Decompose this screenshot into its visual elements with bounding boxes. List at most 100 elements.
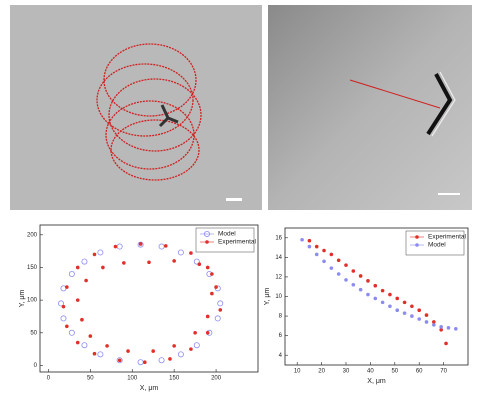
marker	[308, 239, 312, 243]
marker	[76, 341, 80, 345]
marker	[425, 313, 429, 317]
marker	[122, 261, 126, 265]
micrograph-left	[10, 5, 262, 210]
marker	[359, 288, 363, 292]
x-tick-label: 40	[367, 369, 374, 375]
marker	[308, 245, 312, 249]
marker	[337, 272, 341, 276]
marker	[300, 238, 304, 242]
marker	[168, 357, 172, 361]
marker	[189, 347, 193, 351]
marker	[206, 331, 210, 335]
marker	[403, 311, 407, 315]
marker	[164, 244, 168, 248]
legend-marker	[415, 235, 419, 239]
marker	[322, 259, 326, 263]
marker	[322, 249, 326, 253]
marker	[417, 308, 421, 312]
x-tick-label: 150	[169, 376, 180, 382]
marker	[454, 327, 458, 331]
marker	[395, 308, 399, 312]
marker	[210, 292, 214, 296]
x-axis-title: X, μm	[140, 385, 159, 392]
legend-label: Experimental	[218, 239, 256, 246]
marker	[151, 349, 155, 353]
marker	[344, 278, 348, 282]
marker	[101, 266, 105, 270]
marker	[315, 253, 319, 257]
x-axis-title: X, μm	[367, 378, 386, 385]
marker	[403, 301, 407, 305]
y-tick-label: 50	[30, 330, 37, 336]
marker	[444, 342, 448, 346]
marker	[417, 317, 421, 321]
x-tick-label: 20	[318, 369, 325, 375]
marker	[114, 245, 118, 249]
marker	[93, 352, 97, 356]
figure: 050100150200050100150200X, μmY, μmModelE…	[0, 0, 478, 410]
marker	[76, 266, 80, 270]
marker	[373, 297, 377, 301]
marker	[344, 263, 348, 267]
marker	[366, 293, 370, 297]
x-tick-label: 60	[416, 369, 423, 375]
legend-marker	[415, 243, 419, 247]
marker	[172, 344, 176, 348]
x-tick-label: 50	[87, 376, 94, 382]
marker	[62, 305, 66, 309]
marker	[84, 279, 88, 283]
marker	[410, 304, 414, 308]
marker	[330, 266, 334, 270]
x-tick-label: 30	[343, 369, 350, 375]
marker	[366, 279, 370, 283]
legend-label: Model	[218, 231, 236, 238]
marker	[381, 301, 385, 305]
marker	[337, 258, 341, 262]
marker	[373, 284, 377, 288]
y-axis-title: Y, μm	[264, 288, 271, 306]
marker	[65, 285, 69, 289]
marker	[388, 293, 392, 297]
y-tick-label: 10	[275, 294, 282, 300]
legend-marker	[205, 240, 209, 244]
marker	[93, 253, 97, 257]
marker	[126, 349, 130, 353]
x-tick-label: 10	[294, 369, 301, 375]
marker	[395, 297, 399, 301]
marker	[388, 304, 392, 308]
y-tick-label: 150	[27, 265, 38, 271]
marker	[218, 308, 222, 312]
marker	[76, 298, 80, 302]
y-tick-label: 12	[275, 275, 282, 281]
y-tick-label: 14	[275, 255, 282, 261]
marker	[425, 320, 429, 324]
marker	[206, 266, 210, 270]
marker	[447, 326, 451, 330]
marker	[193, 331, 197, 335]
marker	[118, 358, 122, 362]
x-tick-label: 100	[127, 376, 138, 382]
y-axis-title: Y, μm	[19, 290, 26, 308]
y-tick-label: 16	[275, 235, 282, 241]
marker	[410, 314, 414, 318]
marker	[381, 289, 385, 293]
marker	[198, 262, 202, 266]
y-tick-label: 100	[27, 298, 38, 304]
x-tick-label: 200	[211, 376, 222, 382]
marker	[352, 269, 356, 273]
legend-label: Model	[428, 242, 446, 249]
marker	[210, 272, 214, 276]
marker	[172, 259, 176, 263]
marker	[206, 315, 210, 319]
marker	[139, 242, 143, 246]
y-tick-label: 200	[27, 232, 38, 238]
marker	[359, 274, 363, 278]
marker	[432, 323, 436, 327]
marker	[315, 245, 319, 249]
marker	[330, 253, 334, 257]
marker	[80, 318, 84, 322]
micrograph-right	[268, 5, 472, 210]
x-tick-label: 50	[391, 369, 398, 375]
marker	[105, 344, 109, 348]
marker	[439, 325, 443, 329]
